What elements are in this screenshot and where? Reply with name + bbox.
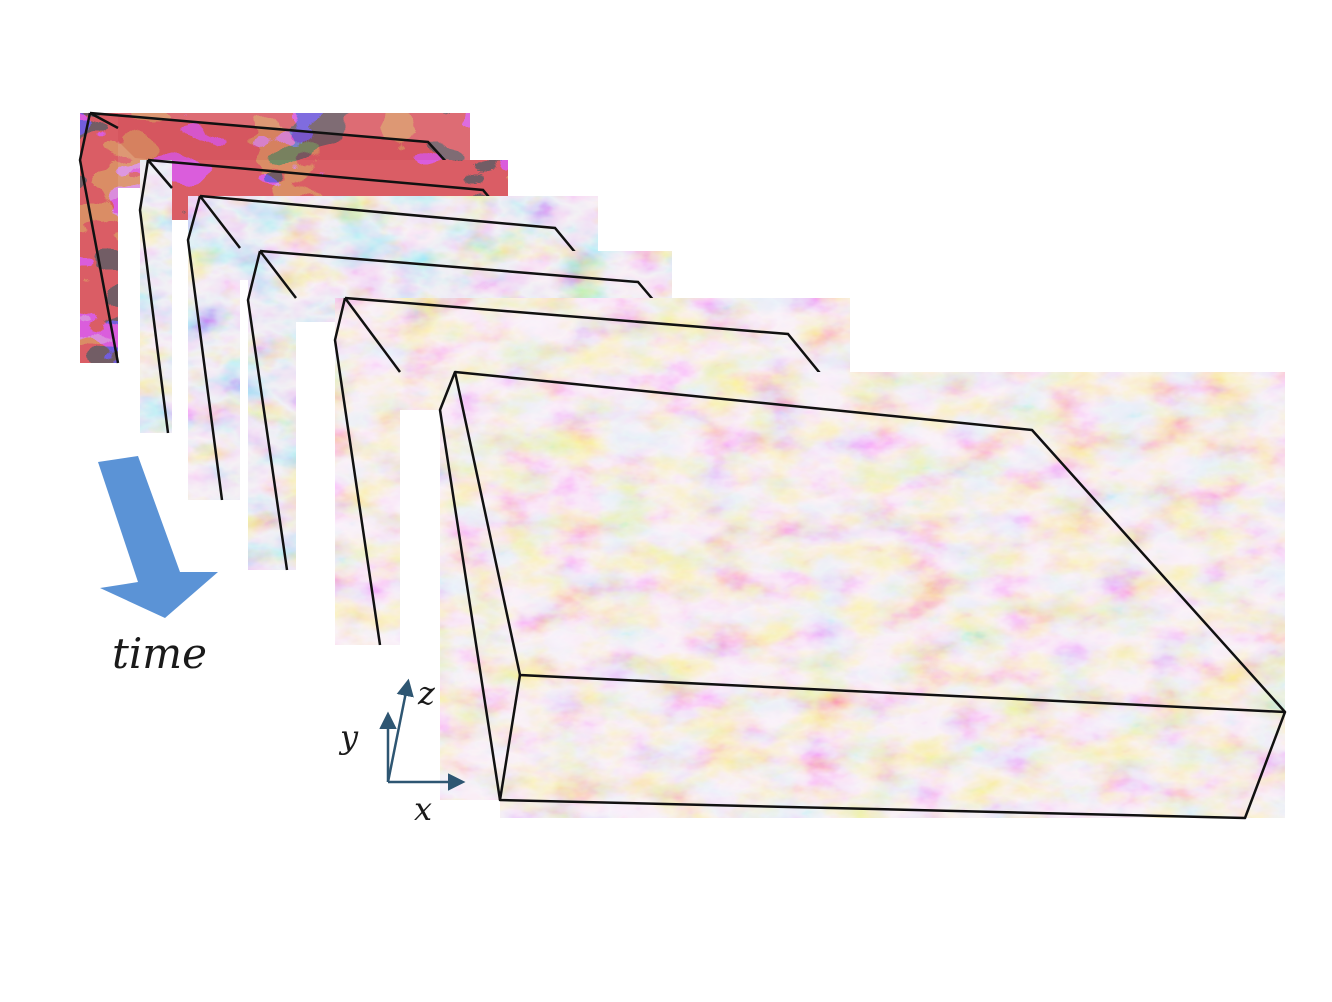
z-axis-arrow — [386, 678, 414, 783]
axes-indicator: x y z — [338, 674, 466, 828]
slab-2-top-face — [148, 160, 508, 220]
time-arrow: time — [98, 456, 218, 678]
slab-6-front-face — [500, 675, 1285, 818]
time-arrow-icon — [98, 456, 218, 618]
time-label: time — [112, 629, 207, 678]
slab-snapshot-6 — [438, 370, 1287, 820]
z-axis-label: z — [417, 674, 436, 712]
slab-snapshot-2 — [138, 158, 509, 434]
slab-snapshot-4 — [246, 249, 673, 571]
slab-4-top-face — [260, 251, 672, 322]
slab-2-front-face — [140, 160, 172, 433]
slab-3-top-face — [200, 196, 598, 280]
slab-6-top-face — [455, 372, 1285, 712]
slab-1-front-face — [80, 113, 118, 363]
slab-5-front-face — [335, 298, 400, 645]
slab-6-side-face — [440, 372, 520, 800]
slab-5-top-face — [345, 298, 850, 410]
x-axis-label: x — [414, 790, 432, 828]
slab-snapshot-5 — [333, 296, 851, 646]
slab-snapshot-3 — [186, 194, 599, 501]
slab-snapshot-1 — [78, 111, 471, 364]
slab-3-front-face — [188, 196, 240, 500]
y-axis-label: y — [338, 718, 359, 756]
slab-4-front-face — [248, 251, 296, 570]
